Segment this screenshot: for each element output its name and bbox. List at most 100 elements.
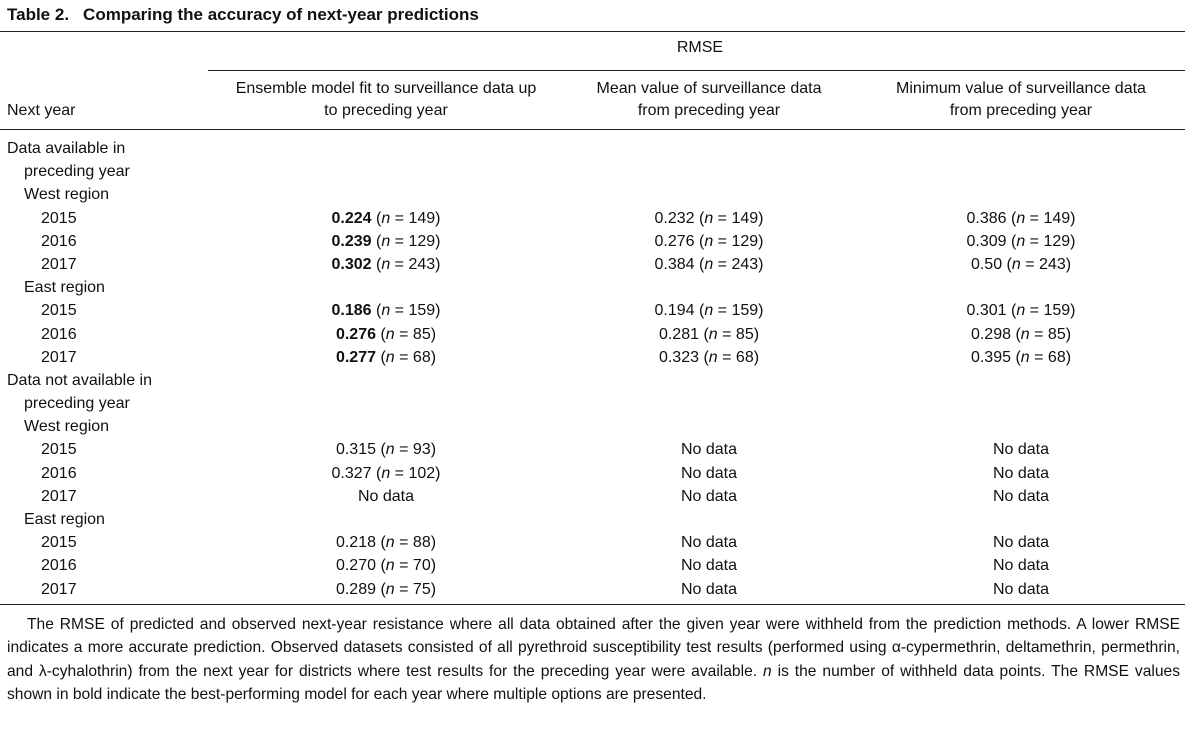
no-data-text: No data [992,580,1050,598]
n-equals: = [390,464,409,482]
rmse-cell: No data [862,485,1180,508]
n-close-paren: ) [435,209,441,227]
rmse-cell: No data [570,578,848,601]
n-equals: = [713,232,732,250]
rmse-value: 0.323 [658,348,699,366]
table-row: 2016 0.239 (n = 129) 0.276 (n = 129) 0.309 … [0,230,1185,253]
n-equals: = [394,557,413,575]
rmse-cell: 0.50 (n = 243) [862,253,1180,276]
n-equals: = [713,255,732,273]
group-label-continued: preceding year [24,163,130,181]
no-data-text: No data [992,557,1050,575]
rmse-value: 0.309 [966,232,1007,250]
n-equals: = [390,255,409,273]
n-count: 68 [735,348,754,366]
n-count: 68 [412,348,431,366]
n-count: 88 [412,534,431,552]
n-close-paren: ) [430,348,437,366]
rmse-cell: No data [570,438,848,461]
n-count: 85 [1047,325,1066,343]
year-label: 2015 [41,209,77,227]
rmse-value: 0.386 [966,209,1007,227]
rmse-value: 0.281 [658,325,699,343]
year-label: 2015 [41,534,77,552]
n-count: 85 [412,325,431,343]
no-data-text: No data [357,487,415,505]
n-symbol: n [385,557,395,575]
n-symbol: n [381,302,391,320]
n-equals: = [713,302,732,320]
n-open-paren: ( [376,232,382,250]
rmse-cell: No data [570,531,848,554]
n-open-paren: ( [380,580,386,598]
n-close-paren: ) [435,255,441,273]
n-symbol: n [1016,302,1026,320]
no-data-text: No data [680,534,738,552]
rmse-value: 0.232 [654,209,695,227]
rmse-cell: No data [570,462,848,485]
group-label: Data available in [7,140,126,157]
year-label: 2015 [41,302,77,320]
table-row: East region [0,508,1185,531]
n-equals: = [1020,255,1040,273]
rmse-cell: 0.218 (n = 88) [212,531,560,554]
rmse-cell: 0.239 (n = 129) [212,230,560,253]
n-close-paren: ) [758,302,764,320]
rmse-cell: 0.224 (n = 149) [212,207,560,230]
rmse-cell: No data [570,554,848,577]
n-symbol: n [704,302,714,320]
rmse-spanner-header: RMSE [676,39,724,56]
year-label: 2016 [41,464,77,482]
year-label: 2017 [41,255,77,273]
table-row: West region [0,183,1185,206]
rmse-cell: No data [862,531,1180,554]
n-count: 93 [412,441,431,459]
table-row: 2015 0.218 (n = 88) No data No data [0,531,1185,554]
rmse-cell: No data [570,485,848,508]
rmse-cell: No data [212,485,560,508]
n-count: 243 [731,255,759,273]
n-close-paren: ) [435,464,441,482]
table-row: preceding year [0,392,1185,415]
n-open-paren: ( [699,255,705,273]
n-equals: = [1025,232,1044,250]
header-ensemble-line2: to preceding year [324,102,448,119]
n-symbol: n [385,534,395,552]
table-caption: Comparing the accuracy of next-year pred… [83,5,479,24]
n-symbol: n [1016,209,1026,227]
rmse-value: 0.224 [331,209,372,227]
rmse-value: 0.315 [335,441,376,459]
n-count: 75 [412,580,431,598]
n-count: 149 [731,209,759,227]
n-open-paren: ( [376,302,382,320]
n-count: 149 [1043,209,1071,227]
n-equals: = [717,325,736,343]
group-label: Data not available in [7,371,152,389]
no-data-text: No data [680,441,738,459]
rmse-value: 0.384 [654,255,695,273]
n-open-paren: ( [380,534,386,552]
rmse-value: 0.327 [331,464,372,482]
n-symbol: n [385,580,395,598]
rmse-value: 0.276 [654,232,695,250]
n-equals: = [1029,348,1048,366]
n-open-paren: ( [1015,348,1021,366]
no-data-text: No data [992,464,1050,482]
rmse-cell: 0.289 (n = 75) [212,578,560,601]
rmse-value: 0.186 [331,302,372,320]
n-close-paren: ) [1065,255,1072,273]
table-row: East region [0,276,1185,299]
n-open-paren: ( [703,325,709,343]
rmse-cell: 0.298 (n = 85) [862,323,1180,346]
n-equals: = [390,302,409,320]
n-symbol: n [381,255,391,273]
rmse-cell: 0.386 (n = 149) [862,207,1180,230]
group-label-continued: preceding year [24,395,130,413]
n-close-paren: ) [758,209,764,227]
n-symbol: n [704,209,714,227]
n-close-paren: ) [753,325,760,343]
table-title: Table 2. Comparing the accuracy of next-y… [7,5,479,25]
year-label: 2016 [41,557,77,575]
rmse-spanner-rule [208,70,1185,71]
n-count: 129 [731,232,759,250]
